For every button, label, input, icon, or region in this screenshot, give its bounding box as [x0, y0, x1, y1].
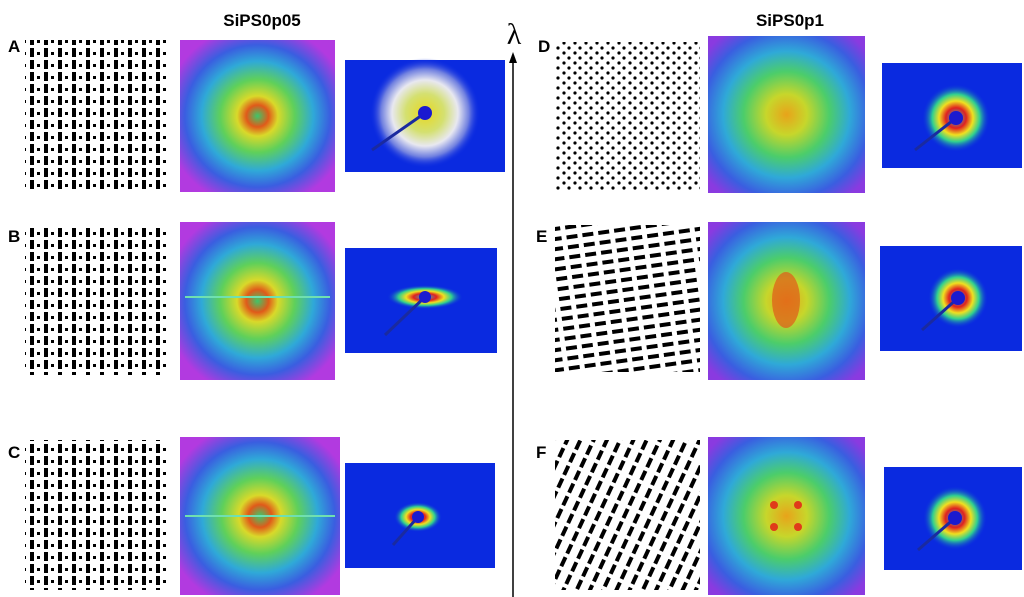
- real-space-image: [555, 42, 700, 190]
- panel-label: C: [8, 443, 20, 462]
- fft-streak: [185, 296, 330, 298]
- beam-stop: [412, 511, 424, 523]
- real-space-image: [555, 225, 700, 372]
- fft-image: [708, 437, 865, 595]
- real-space-image: [25, 225, 170, 375]
- panel-label: F: [536, 443, 546, 462]
- fft-streak: [185, 515, 335, 517]
- real-space-image: [25, 440, 170, 590]
- panel-label: E: [536, 227, 547, 246]
- fft-image: [708, 36, 865, 193]
- beam-stop: [418, 106, 432, 120]
- fft-image: [180, 222, 335, 380]
- beam-stop: [948, 511, 962, 525]
- figure: SiPS0p05 SiPS0p1 λ A B C D E F: [0, 0, 1024, 597]
- axis-arrow: [509, 52, 517, 63]
- panel-label: A: [8, 37, 20, 56]
- panel-label: D: [538, 37, 550, 56]
- fft-peak: [794, 501, 802, 509]
- real-space-image: [555, 440, 700, 590]
- fft-peak: [770, 501, 778, 509]
- beam-stop: [949, 111, 963, 125]
- column-title: SiPS0p05: [223, 11, 301, 30]
- beam-stop: [951, 291, 965, 305]
- fft-image: [180, 40, 335, 192]
- panel-label: B: [8, 227, 20, 246]
- real-space-image: [25, 40, 170, 190]
- column-title: SiPS0p1: [756, 11, 824, 30]
- axis-label: λ: [507, 18, 522, 51]
- fft-peak: [794, 523, 802, 531]
- beam-stop: [419, 291, 431, 303]
- fft-peak: [772, 272, 800, 328]
- fft-peak: [770, 523, 778, 531]
